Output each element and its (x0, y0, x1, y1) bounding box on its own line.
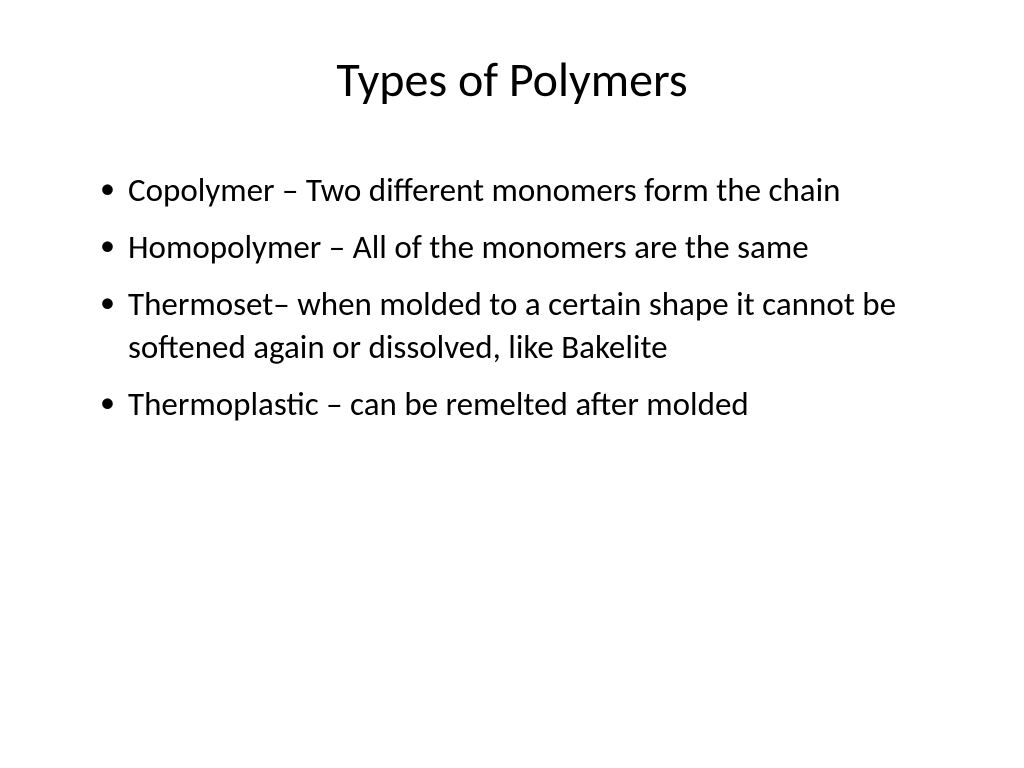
slide-container: Types of Polymers Copolymer – Two differ… (0, 0, 1024, 768)
slide-title: Types of Polymers (70, 50, 954, 109)
list-item: Thermoplastic – can be remelted after mo… (100, 383, 954, 426)
list-item: Homopolymer – All of the monomers are th… (100, 226, 954, 269)
list-item: Thermoset– when molded to a certain shap… (100, 283, 954, 369)
bullet-list: Copolymer – Two different monomers form … (70, 169, 954, 425)
list-item: Copolymer – Two different monomers form … (100, 169, 954, 212)
